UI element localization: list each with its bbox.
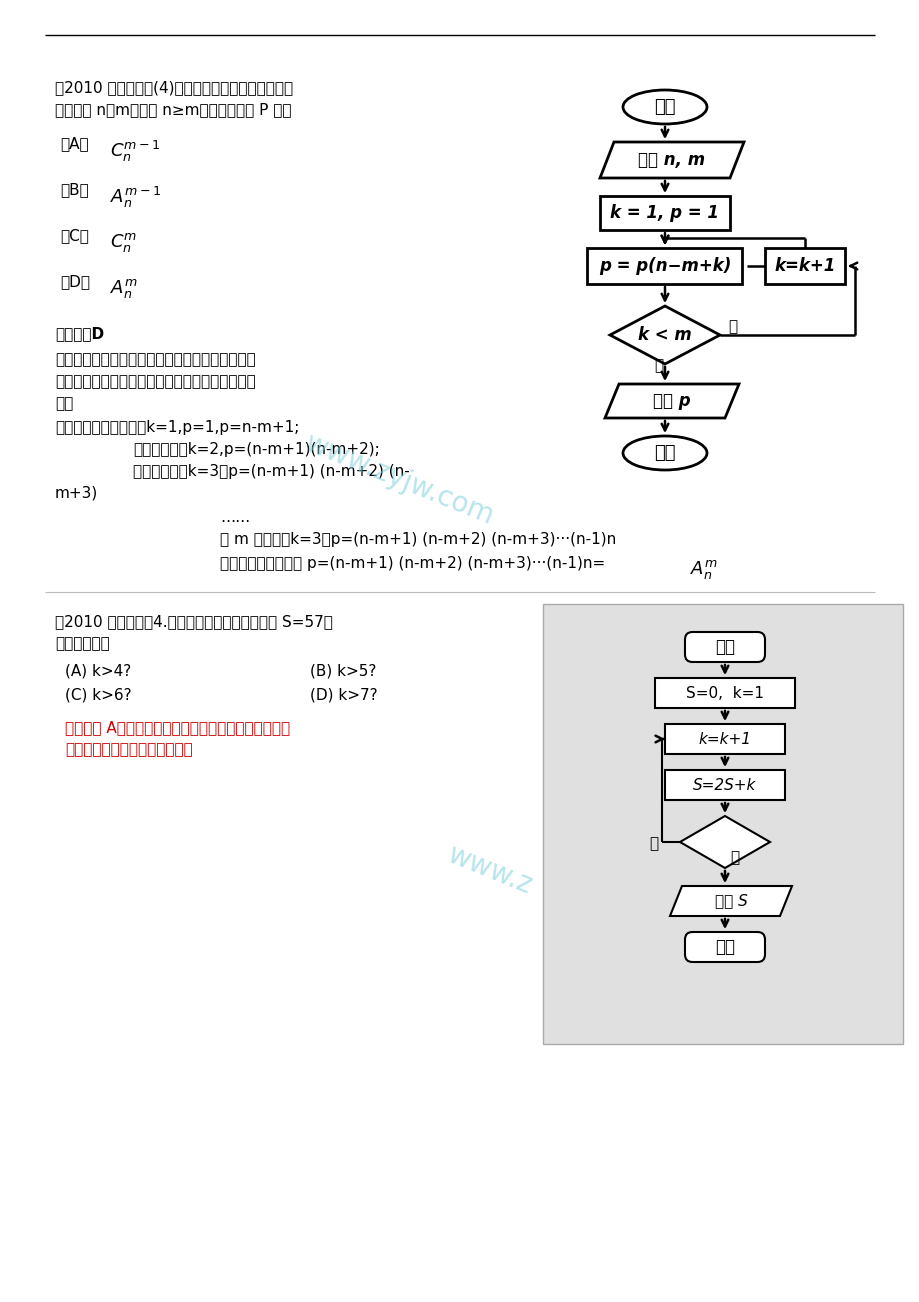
Text: (C) k>6?: (C) k>6? [65, 687, 131, 703]
Bar [599, 197, 729, 230]
Text: 列公式，考查了学生的视图能力以及观察、推理的: 列公式，考查了学生的视图能力以及观察、推理的 [55, 374, 255, 389]
Text: 【答案】D: 【答案】D [55, 326, 104, 341]
Text: 第三次循环：k=3，p=(n-m+1) (n-m+2) (n-: 第三次循环：k=3，p=(n-m+1) (n-m+2) (n- [133, 464, 409, 479]
Text: （2010 浙江文数）4.某程序框图所示，若输出的 S=57，: （2010 浙江文数）4.某程序框图所示，若输出的 S=57， [55, 615, 333, 629]
Polygon shape [605, 384, 738, 418]
Text: 第二次循环：k=2,p=(n-m+1)(n-m+2);: 第二次循环：k=2,p=(n-m+1)(n-m+2); [133, 441, 380, 457]
Text: 开始: 开始 [653, 98, 675, 116]
Text: (A) k>4?: (A) k>4? [65, 664, 131, 680]
Polygon shape [679, 816, 769, 868]
FancyBboxPatch shape [685, 631, 765, 661]
Text: 此时结束循环，输出 p=(n-m+1) (n-m+2) (n-m+3)···(n-1)n=: 此时结束循环，输出 p=(n-m+1) (n-m+2) (n-m+3)···(n… [220, 556, 609, 572]
Text: （A）: （A） [60, 135, 88, 151]
Bar [765, 247, 844, 284]
Polygon shape [609, 306, 720, 365]
Text: 结束: 结束 [714, 937, 734, 956]
Text: 否: 否 [653, 358, 663, 372]
Text: S=2S+k: S=2S+k [693, 777, 755, 793]
Bar [654, 678, 794, 708]
Text: $A_n^m$: $A_n^m$ [110, 277, 138, 299]
Text: 否: 否 [649, 836, 658, 852]
Bar [664, 769, 784, 799]
Text: 开始: 开始 [714, 638, 734, 656]
Text: 【命题立意】本题考查了循环结构的程序框图、排: 【命题立意】本题考查了循环结构的程序框图、排 [55, 352, 255, 367]
Ellipse shape [622, 436, 706, 470]
Text: （D）: （D） [60, 273, 90, 289]
Text: 能力: 能力 [55, 396, 74, 411]
Text: S=0,  k=1: S=0, k=1 [686, 685, 763, 700]
Text: 是: 是 [729, 850, 738, 866]
Text: 是: 是 [727, 319, 736, 335]
Text: （B）: （B） [60, 182, 88, 197]
Text: www.zyjw.com: www.zyjw.com [301, 430, 498, 531]
Text: 则判断框内为: 则判断框内为 [55, 635, 109, 651]
Ellipse shape [622, 90, 706, 124]
Text: ……: …… [220, 510, 250, 525]
Text: 入正整数 n，m，满足 n≥m，那么输出的 P 等于: 入正整数 n，m，满足 n≥m，那么输出的 P 等于 [55, 102, 291, 117]
Text: 输出 S: 输出 S [714, 893, 746, 909]
Polygon shape [669, 885, 791, 917]
Text: 【解析】第一次循环：k=1,p=1,p=n-m+1;: 【解析】第一次循环：k=1,p=1,p=n-m+1; [55, 421, 299, 435]
Text: $A_n^{m-1}$: $A_n^{m-1}$ [110, 185, 161, 210]
Bar [587, 247, 742, 284]
Bar [664, 724, 784, 754]
Text: (D) k>7?: (D) k>7? [310, 687, 377, 703]
Text: 输出 p: 输出 p [652, 392, 690, 410]
Text: $C_n^m$: $C_n^m$ [110, 230, 137, 254]
Text: m+3): m+3) [55, 486, 98, 501]
Text: 数列有关的简单运算，属容易题: 数列有关的简单运算，属容易题 [65, 742, 193, 756]
Text: 结束: 结束 [653, 444, 675, 462]
Text: $C_n^{m-1}$: $C_n^{m-1}$ [110, 139, 160, 164]
Text: $A_n^m$: $A_n^m$ [689, 559, 717, 581]
Text: k=k+1: k=k+1 [698, 732, 751, 746]
Text: （2010 辽宁理数）(4)如果执行右面的程序框图，输: （2010 辽宁理数）(4)如果执行右面的程序框图，输 [55, 79, 293, 95]
Polygon shape [599, 142, 743, 178]
Bar [542, 604, 902, 1044]
Text: k < m: k < m [638, 326, 691, 344]
Text: k = 1, p = 1: k = 1, p = 1 [610, 204, 719, 223]
Text: k=k+1: k=k+1 [774, 256, 834, 275]
FancyBboxPatch shape [685, 932, 765, 962]
Text: 第 m 次循环：k=3，p=(n-m+1) (n-m+2) (n-m+3)···(n-1)n: 第 m 次循环：k=3，p=(n-m+1) (n-m+2) (n-m+3)···… [220, 533, 616, 547]
Text: 解析：选 A，本题主要考察了程序框图的结构，以及与: 解析：选 A，本题主要考察了程序框图的结构，以及与 [65, 720, 289, 736]
Text: p = p(n−m+k): p = p(n−m+k) [598, 256, 731, 275]
Text: (B) k>5?: (B) k>5? [310, 664, 376, 680]
Text: （C）: （C） [60, 228, 89, 243]
Text: 输入 n, m: 输入 n, m [638, 151, 705, 169]
Text: www.z: www.z [443, 840, 536, 900]
